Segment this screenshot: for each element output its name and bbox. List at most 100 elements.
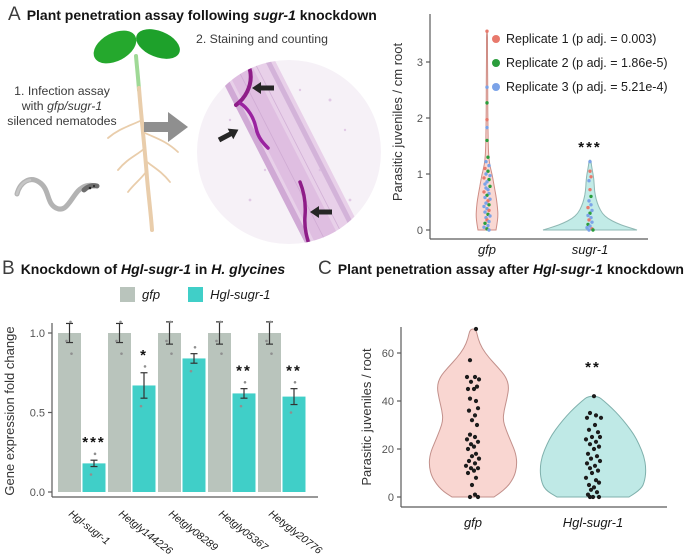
x-category-label: gfp xyxy=(478,242,496,257)
data-point xyxy=(589,175,593,179)
significance-label: ** xyxy=(286,363,302,380)
data-point xyxy=(482,176,486,180)
data-point xyxy=(474,422,480,428)
data-point xyxy=(588,224,592,228)
data-point xyxy=(587,218,591,222)
data-point xyxy=(585,451,591,456)
data-point xyxy=(595,430,601,435)
x-category-label: Hetgly05367 xyxy=(216,508,271,554)
data-point xyxy=(587,179,591,183)
data-point xyxy=(485,117,489,122)
replicate-dot xyxy=(89,473,93,476)
bar-gfp xyxy=(108,333,131,492)
data-point xyxy=(482,225,486,229)
data-point xyxy=(483,182,487,186)
data-point xyxy=(464,437,470,442)
data-point xyxy=(474,384,480,389)
replicate-dot xyxy=(93,452,97,456)
panel-b-title: B Knockdown of Hgl-sugr-1 in H. glycines xyxy=(2,258,285,280)
chart-a-violin: 0 1 2 3 Parasitic juveniles / cm root gfp sugr… xyxy=(390,14,648,257)
data-point xyxy=(590,208,594,213)
data-point xyxy=(589,203,593,207)
replicate-dot xyxy=(220,352,223,355)
chart-a-legend: Replicate 1 (p adj. = 0.003) Replicate 2… xyxy=(492,27,668,99)
y-tick-label: 3 xyxy=(417,57,423,69)
data-point xyxy=(593,478,599,483)
data-point xyxy=(585,226,589,230)
replicate-dot xyxy=(215,339,218,343)
data-point xyxy=(472,434,478,440)
data-point xyxy=(486,155,490,159)
bar-Hgl-sugr-1 xyxy=(182,358,206,492)
bar-gfp xyxy=(208,333,231,492)
replicate-dot xyxy=(165,339,168,343)
bar-gfp xyxy=(158,333,181,492)
data-point xyxy=(465,446,471,452)
data-point xyxy=(465,386,471,392)
data-point xyxy=(587,410,593,416)
data-point xyxy=(591,485,597,490)
data-point xyxy=(469,418,475,423)
data-point xyxy=(586,482,592,488)
data-point xyxy=(473,398,479,404)
y-tick-label: 1 xyxy=(417,169,423,181)
significance-label: * xyxy=(140,347,148,364)
x-category-label: sugr-1 xyxy=(572,242,609,257)
data-point xyxy=(583,475,589,480)
data-point xyxy=(469,482,475,488)
significance-label: ** xyxy=(585,359,601,376)
replicate-dot xyxy=(143,365,147,368)
data-point xyxy=(467,396,473,401)
data-point xyxy=(485,193,489,197)
data-point xyxy=(486,187,490,192)
replicate-dot xyxy=(139,404,143,408)
data-point xyxy=(483,195,487,200)
panel-a-illustration xyxy=(14,29,381,244)
replicate-dot xyxy=(289,411,293,414)
data-point xyxy=(593,413,599,418)
chart-b-legend: gfp Hgl-sugr-1 xyxy=(120,287,299,302)
data-point xyxy=(485,85,489,89)
lateral-roots xyxy=(107,119,179,193)
data-point xyxy=(591,228,595,232)
data-point xyxy=(471,386,477,392)
panel-c-title: C Plant penetration assay after Hgl-sugr… xyxy=(318,258,684,280)
data-point xyxy=(488,184,492,189)
gfp-swatch-icon xyxy=(120,287,135,302)
data-point xyxy=(588,187,592,192)
data-point xyxy=(588,159,592,164)
data-point xyxy=(486,169,490,173)
data-point xyxy=(471,468,477,473)
replicate-dot xyxy=(120,352,123,355)
data-point xyxy=(484,159,488,164)
data-point xyxy=(467,494,473,500)
pointer-arrow-icons xyxy=(217,82,332,218)
replicate-dot xyxy=(269,320,272,324)
violin-gfp xyxy=(475,29,499,232)
data-point xyxy=(472,461,478,466)
replicate-dot xyxy=(169,320,172,324)
bar-gfp xyxy=(258,333,281,492)
violin-shape xyxy=(539,395,647,498)
data-point xyxy=(468,442,474,447)
data-point xyxy=(589,434,595,440)
root-speckles xyxy=(228,88,352,202)
data-point xyxy=(468,466,474,471)
replicate-dot xyxy=(243,380,247,384)
data-point xyxy=(593,439,599,444)
data-point xyxy=(586,205,590,210)
transition-arrow-icon xyxy=(144,112,188,142)
panel-c-title-text: Plant penetration assay after Hgl-sugr-1… xyxy=(337,261,684,277)
replicate-dot xyxy=(69,320,72,324)
data-point xyxy=(471,444,477,449)
replicate-dot xyxy=(219,320,222,324)
replicate-dot xyxy=(293,380,297,384)
data-point xyxy=(588,487,594,492)
bar-Hgl-sugr-1 xyxy=(232,393,256,492)
data-point xyxy=(485,125,489,130)
data-point xyxy=(587,228,591,232)
data-point xyxy=(487,203,491,207)
data-point xyxy=(464,374,470,380)
violin-sugr-1 xyxy=(542,159,638,232)
